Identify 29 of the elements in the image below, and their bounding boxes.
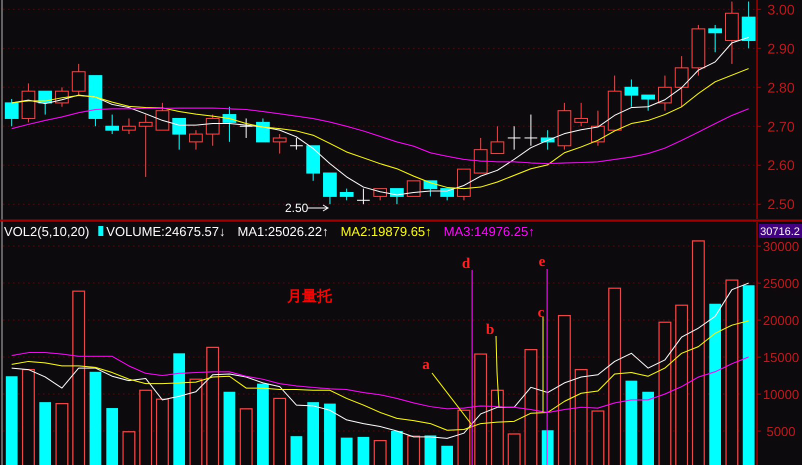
y-tick-label: 2.90 xyxy=(767,40,795,56)
y-tick-label: 2.80 xyxy=(767,79,795,96)
annotation: 月量托 xyxy=(286,288,333,305)
annotation: a xyxy=(422,357,430,373)
y-tick-label: 15000 xyxy=(762,350,800,365)
text: MA2:19879.65↑ xyxy=(340,224,432,239)
chart-title: VOL2(5,10,20) xyxy=(4,224,90,239)
y-tick-label: 20000 xyxy=(762,313,800,328)
annotation: c xyxy=(538,305,545,321)
line-series xyxy=(11,107,750,164)
y-tick-label: 5000 xyxy=(766,424,796,439)
y-tick-label: 25000 xyxy=(762,276,800,292)
annotation: d xyxy=(462,256,471,272)
line-series xyxy=(11,320,750,431)
y-tick-label: 3.00 xyxy=(767,1,795,18)
text: MA3:14976.25↑ xyxy=(444,224,535,239)
annotation: 2.50 xyxy=(285,201,309,215)
y-tick-label: 30000 xyxy=(762,239,800,254)
annotation: b xyxy=(486,322,494,338)
text: 30716.2 xyxy=(760,226,800,238)
line-series xyxy=(11,352,750,413)
y-tick-label: 2.70 xyxy=(767,118,795,134)
text: MA1:25026.22↑ xyxy=(238,224,329,239)
line-series xyxy=(11,282,750,439)
annotation: e xyxy=(538,254,546,270)
y-tick-label: 2.60 xyxy=(767,157,795,174)
legend-label: VOLUME:24675.57↓ xyxy=(106,224,226,239)
y-tick-label: 2.50 xyxy=(767,196,795,212)
y-tick-label: 10000 xyxy=(762,386,800,402)
